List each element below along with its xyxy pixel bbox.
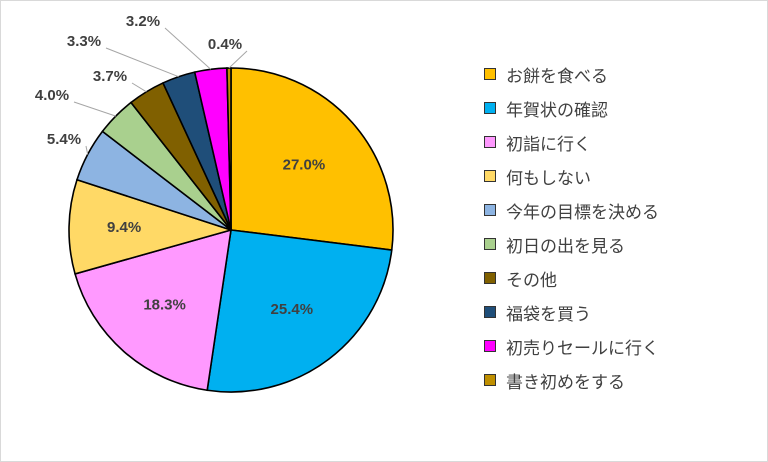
- legend-swatch: [484, 340, 496, 352]
- legend-item: 書き初めをする: [484, 363, 744, 397]
- pie-slice: [230, 67, 394, 251]
- legend-swatch: [484, 238, 496, 250]
- legend-label: 年賀状の確認: [506, 100, 608, 121]
- data-label: 9.4%: [107, 219, 141, 236]
- legend-swatch: [484, 272, 496, 284]
- legend-label: 初詣に行く: [506, 134, 591, 155]
- leader-line: [228, 50, 248, 69]
- legend-swatch: [484, 136, 496, 148]
- pie-slice: [68, 178, 234, 275]
- legend-label: 初日の出を見る: [506, 236, 625, 257]
- data-label: 3.7%: [93, 68, 127, 85]
- data-label: 25.4%: [271, 301, 314, 318]
- pie-slice: [226, 67, 232, 231]
- leader-lines: [73, 27, 248, 155]
- legend-swatch: [484, 68, 496, 80]
- pie-slices: [68, 67, 394, 393]
- legend-label: 何もしない: [506, 168, 591, 189]
- data-label: 5.4%: [47, 131, 81, 148]
- legend-label: その他: [506, 270, 557, 291]
- leader-line: [164, 27, 212, 70]
- legend-item: 今年の目標を決める: [484, 193, 744, 227]
- legend-label: お餅を食べる: [506, 66, 608, 87]
- legend-swatch: [484, 204, 496, 216]
- legend-swatch: [484, 170, 496, 182]
- legend-swatch: [484, 374, 496, 386]
- leader-line: [85, 145, 89, 155]
- pie-slice: [74, 228, 232, 392]
- data-label: 3.2%: [126, 13, 160, 30]
- pie-slice: [206, 229, 393, 393]
- legend-label: 初売りセールに行く: [506, 338, 659, 359]
- legend-label: 福袋を買う: [506, 304, 591, 325]
- legend-label: 今年の目標を決める: [506, 202, 659, 223]
- data-label: 4.0%: [35, 87, 69, 104]
- legend-item: 初日の出を見る: [484, 227, 744, 261]
- legend-label: 書き初めをする: [506, 372, 625, 393]
- legend-item: 何もしない: [484, 159, 744, 193]
- legend-item: 福袋を買う: [484, 295, 744, 329]
- data-labels: 27.0% 25.4% 18.3% 9.4% 5.4% 4.0% 3.7% 3.3% 3.2% 0…: [35, 13, 325, 318]
- data-label: 0.4%: [208, 36, 242, 53]
- legend-item: お餅を食べる: [484, 57, 744, 91]
- leader-line: [105, 47, 179, 78]
- data-label: 3.3%: [67, 33, 101, 50]
- leader-line: [73, 101, 116, 117]
- legend-swatch: [484, 306, 496, 318]
- legend-swatch: [484, 102, 496, 114]
- legend-item: 初詣に行く: [484, 125, 744, 159]
- data-label: 27.0%: [283, 157, 326, 174]
- legend-item: その他: [484, 261, 744, 295]
- legend-item: 初売りセールに行く: [484, 329, 744, 363]
- data-label: 18.3%: [143, 296, 186, 313]
- legend-item: 年賀状の確認: [484, 91, 744, 125]
- legend: お餅を食べる 年賀状の確認 初詣に行く 何もしない 今年の目標を決める 初日の出…: [484, 57, 744, 397]
- leader-line: [131, 82, 147, 93]
